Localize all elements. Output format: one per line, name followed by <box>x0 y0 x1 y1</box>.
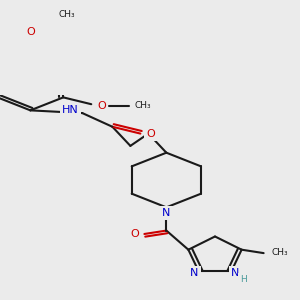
Text: HN: HN <box>62 105 79 115</box>
Text: O: O <box>97 100 106 111</box>
Text: N: N <box>162 208 171 218</box>
Text: CH₃: CH₃ <box>58 10 75 19</box>
Text: CH₃: CH₃ <box>135 101 152 110</box>
Text: O: O <box>130 229 139 239</box>
Text: O: O <box>146 129 155 139</box>
Text: N: N <box>190 268 199 278</box>
Text: CH₃: CH₃ <box>271 248 288 257</box>
Text: H: H <box>240 275 247 284</box>
Text: N: N <box>231 268 240 278</box>
Text: O: O <box>26 28 35 38</box>
